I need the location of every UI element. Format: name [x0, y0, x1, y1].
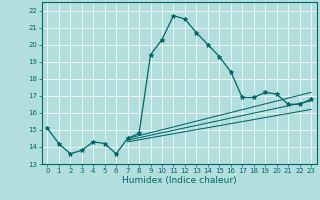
X-axis label: Humidex (Indice chaleur): Humidex (Indice chaleur) [122, 176, 236, 185]
